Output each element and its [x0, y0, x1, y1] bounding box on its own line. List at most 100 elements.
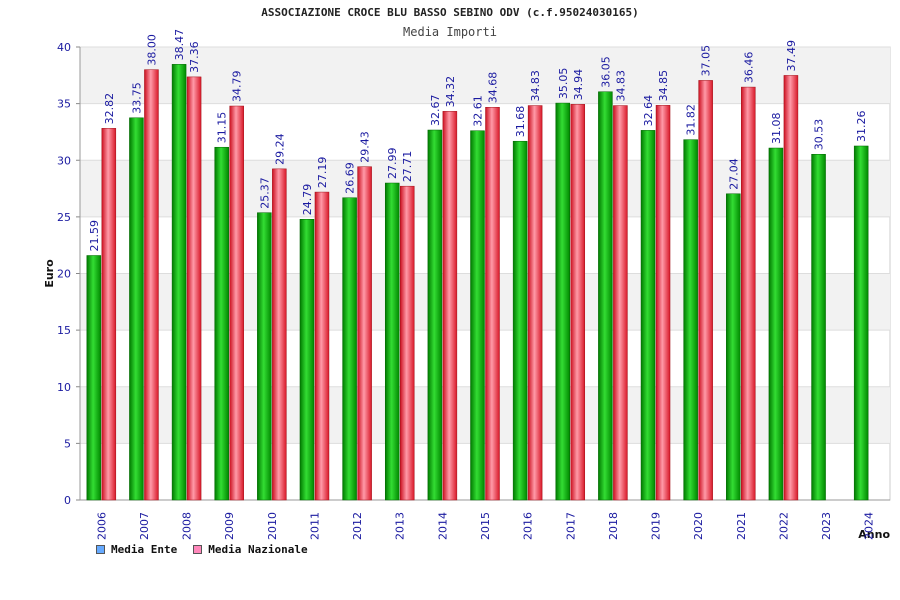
bar-media-ente	[726, 193, 741, 501]
x-tick-label: 2024	[863, 512, 876, 540]
data-label: 37.36	[188, 41, 201, 73]
data-label: 31.26	[855, 110, 868, 142]
data-label: 35.05	[557, 68, 570, 100]
data-label: 36.05	[599, 56, 612, 88]
y-tick-label: 10	[57, 381, 71, 394]
x-tick-label: 2013	[394, 512, 407, 540]
bar-media-ente	[512, 140, 528, 501]
bar-media-nazionale	[741, 86, 756, 501]
bar-media-ente	[86, 255, 102, 501]
grid-band	[80, 160, 890, 217]
y-tick-label: 15	[57, 324, 71, 337]
data-label: 31.15	[216, 112, 229, 143]
chart-title: ASSOCIAZIONE CROCE BLU BASSO SEBINO ODV …	[261, 6, 639, 19]
bar-media-ente	[768, 147, 784, 501]
data-label: 34.32	[444, 76, 457, 108]
bar-media-ente	[342, 197, 357, 501]
data-label: 29.24	[273, 133, 286, 165]
bar-media-ente	[598, 91, 613, 501]
legend-item-media-ente: Media Ente	[96, 543, 177, 556]
y-tick-label: 40	[57, 41, 71, 54]
bar-media-ente	[427, 129, 443, 501]
legend-item-media-nazionale: Media Nazionale	[193, 543, 308, 556]
data-label: 37.05	[700, 45, 713, 77]
bar-media-nazionale	[783, 75, 799, 501]
data-label: 31.68	[514, 106, 527, 138]
bar-media-ente	[683, 139, 698, 501]
data-label: 34.83	[529, 70, 542, 102]
grid-band	[80, 273, 890, 331]
bar-media-nazionale	[655, 105, 671, 501]
x-tick-label: 2019	[650, 512, 663, 540]
bar-media-ente	[384, 182, 400, 501]
y-tick-label: 35	[57, 98, 71, 111]
legend-label-media-ente: Media Ente	[111, 543, 178, 556]
bar-media-nazionale	[442, 111, 458, 501]
y-tick-label: 25	[57, 211, 71, 224]
data-label: 27.99	[386, 148, 399, 180]
x-tick-label: 2017	[564, 512, 577, 540]
data-label: 33.75	[130, 82, 143, 114]
bar-media-ente	[470, 130, 485, 501]
x-tick-label: 2018	[607, 512, 620, 540]
data-label: 31.08	[770, 113, 783, 145]
x-tick-label: 2007	[138, 512, 151, 540]
bar-media-nazionale	[272, 168, 287, 501]
grid-band	[80, 386, 890, 444]
x-tick-label: 2020	[692, 512, 705, 540]
bar-media-ente	[214, 146, 229, 501]
bar-media-ente	[853, 145, 869, 501]
bar-media-ente	[640, 130, 656, 501]
x-tick-label: 2014	[436, 512, 449, 540]
data-label: 25.37	[258, 177, 271, 209]
data-label: 21.59	[88, 220, 101, 252]
y-tick-label: 30	[57, 154, 71, 167]
x-tick-label: 2015	[479, 512, 492, 540]
data-label: 34.83	[614, 70, 627, 102]
bar-media-nazionale	[314, 191, 330, 501]
bar-media-nazionale	[527, 105, 543, 501]
data-label: 27.04	[727, 158, 740, 190]
bar-media-ente	[129, 117, 144, 501]
bar-media-nazionale	[357, 166, 372, 501]
data-label: 29.43	[359, 131, 372, 163]
data-label: 32.67	[429, 95, 442, 127]
data-label: 31.82	[685, 104, 698, 136]
data-label: 37.49	[785, 40, 798, 72]
data-label: 30.53	[813, 119, 826, 151]
x-tick-label: 2010	[266, 512, 279, 540]
bar-media-nazionale	[186, 76, 202, 501]
data-label: 27.71	[401, 151, 414, 183]
x-tick-label: 2023	[820, 512, 833, 540]
x-tick-label: 2012	[351, 512, 364, 540]
bar-media-nazionale	[101, 128, 117, 501]
bar-media-nazionale	[613, 105, 628, 501]
data-label: 34.79	[231, 71, 244, 102]
data-label: 34.94	[572, 69, 585, 101]
data-label: 24.79	[301, 184, 314, 216]
x-tick-label: 2011	[308, 512, 321, 540]
x-tick-label: 2016	[522, 512, 535, 540]
legend-label-media-nazionale: Media Nazionale	[208, 543, 308, 556]
x-tick-label: 2009	[223, 512, 236, 540]
bar-media-nazionale	[570, 104, 586, 501]
data-label: 32.64	[642, 95, 655, 127]
data-label: 38.47	[173, 29, 186, 61]
bar-media-ente	[811, 153, 826, 501]
x-tick-label: 2021	[735, 512, 748, 540]
data-label: 27.19	[316, 157, 329, 189]
bar-media-ente	[299, 219, 315, 501]
legend-swatch-media-ente	[96, 545, 105, 554]
legend: Media Ente Media Nazionale	[96, 543, 308, 556]
data-label: 34.85	[657, 70, 670, 102]
grid-band	[80, 47, 890, 104]
bar-media-nazionale	[399, 185, 415, 501]
chart-subtitle: Media Importi	[403, 25, 497, 39]
y-tick-label: 0	[64, 494, 71, 507]
bar-media-ente	[171, 64, 187, 501]
bar-media-ente	[257, 212, 272, 501]
data-label: 36.46	[742, 52, 755, 84]
data-label: 32.61	[472, 95, 485, 127]
